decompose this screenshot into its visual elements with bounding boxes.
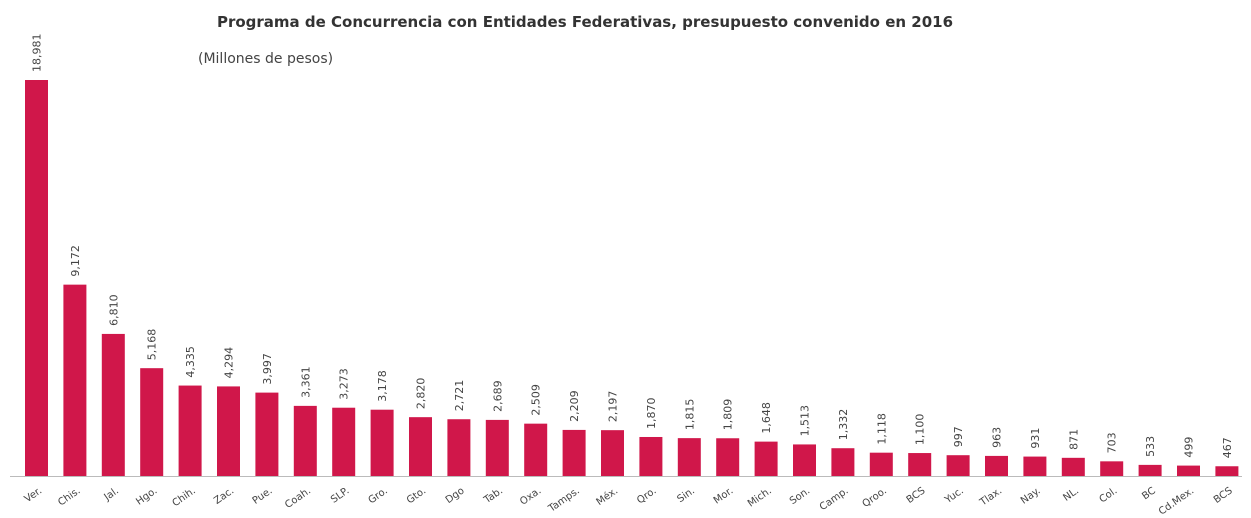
x-tick-label: NL. — [1061, 485, 1081, 503]
x-tick-label: Chis. — [56, 485, 82, 508]
value-label: 467 — [1221, 437, 1234, 458]
x-tick-label: Gro. — [367, 485, 390, 506]
value-label: 1,332 — [837, 409, 850, 441]
x-tick-label: Tamps. — [546, 485, 582, 515]
x-tick-label: BCS — [1212, 485, 1235, 505]
bar — [447, 419, 471, 476]
bar — [985, 455, 1008, 476]
bar — [869, 452, 893, 476]
value-label: 9,172 — [69, 245, 82, 277]
value-label: 499 — [1183, 437, 1196, 458]
chart-subtitle: (Millones de pesos) — [198, 51, 333, 67]
value-label: 4,335 — [184, 346, 197, 378]
bar — [25, 80, 48, 476]
value-label: 1,648 — [760, 402, 773, 434]
bar — [1138, 464, 1162, 476]
bar — [1023, 456, 1047, 476]
bar — [217, 386, 240, 476]
bar — [831, 448, 855, 476]
bar — [524, 423, 548, 476]
bar — [946, 455, 970, 476]
bar — [255, 392, 279, 476]
x-tick-label: Tlax. — [977, 485, 1004, 508]
x-tick-label: Ver. — [23, 485, 45, 505]
x-tick-label: Camp. — [818, 485, 851, 513]
bar — [677, 438, 701, 476]
x-tick-label: BCS — [905, 485, 928, 505]
x-tick-label: Dgo — [444, 485, 467, 506]
bar — [101, 333, 125, 476]
bar — [716, 438, 740, 476]
x-tick-label: Son. — [788, 485, 812, 507]
value-label: 2,689 — [491, 380, 504, 412]
value-label: 703 — [1106, 432, 1119, 453]
bar — [1100, 461, 1124, 476]
bar — [293, 405, 317, 476]
x-tick-label: Mich. — [746, 485, 774, 509]
x-tick-label: Coah. — [283, 485, 313, 511]
x-tick-label: Zac. — [212, 485, 236, 506]
x-tick-label: Gto. — [405, 485, 428, 506]
value-label: 963 — [991, 427, 1004, 448]
value-label: 2,509 — [530, 384, 543, 416]
value-label: 3,361 — [299, 366, 312, 398]
x-tick-label: SLP. — [329, 485, 351, 505]
value-label: 3,273 — [338, 368, 351, 400]
value-label: 533 — [1144, 436, 1157, 457]
bar — [601, 430, 624, 476]
value-label: 5,168 — [146, 329, 159, 361]
value-label: 1,100 — [914, 414, 927, 446]
value-label: 6,810 — [107, 294, 120, 326]
bar — [178, 385, 202, 476]
bar — [63, 284, 87, 476]
value-label: 18,981 — [31, 34, 44, 73]
value-label: 2,721 — [453, 380, 466, 412]
x-tick-label: Col. — [1097, 485, 1119, 505]
value-label: 2,209 — [568, 390, 581, 422]
value-label: 931 — [1029, 428, 1042, 449]
x-tick-label: Pue. — [251, 485, 275, 506]
bar — [1215, 466, 1239, 476]
x-tick-label: Mor. — [712, 485, 736, 506]
value-label: 1,118 — [875, 413, 888, 445]
bar — [562, 429, 586, 476]
bar — [332, 407, 356, 476]
value-label: 1,809 — [722, 399, 735, 431]
x-tick-label: BC — [1140, 485, 1158, 502]
bar — [908, 453, 932, 476]
x-tick-label: Chih. — [171, 485, 198, 509]
chart-title: Programa de Concurrencia con Entidades F… — [217, 13, 953, 31]
bar — [409, 417, 432, 476]
x-tick-label: Oxa. — [518, 485, 543, 507]
value-label: 997 — [952, 426, 965, 447]
x-tick-label: Nay. — [1019, 485, 1043, 506]
bar — [485, 419, 509, 476]
x-tick-label: Hgo. — [134, 485, 159, 507]
value-label: 2,197 — [607, 391, 620, 423]
bar — [140, 368, 164, 476]
x-tick-label: Qro. — [635, 485, 658, 506]
value-label: 4,294 — [223, 347, 236, 379]
x-tick-label: Cd.Mex. — [1157, 485, 1196, 517]
x-tick-label: Méx. — [594, 485, 620, 508]
value-label: 3,178 — [376, 370, 389, 402]
value-label: 1,815 — [683, 399, 696, 431]
x-tick-label: Qroo. — [861, 485, 889, 510]
value-label: 1,513 — [799, 405, 812, 437]
value-label: 3,997 — [261, 353, 274, 385]
bar — [370, 409, 394, 476]
value-label: 2,820 — [415, 378, 428, 410]
value-label: 871 — [1067, 429, 1080, 450]
x-tick-label: Tab. — [481, 485, 505, 506]
x-tick-label: Yuc. — [942, 485, 965, 506]
x-tick-label: Sin. — [675, 485, 697, 505]
bar — [754, 441, 778, 476]
bar — [639, 436, 663, 476]
bar — [793, 444, 816, 476]
value-label: 1,870 — [645, 397, 658, 429]
bar — [1177, 465, 1200, 476]
x-tick-label: Jal. — [102, 485, 121, 503]
bar — [1061, 457, 1085, 476]
